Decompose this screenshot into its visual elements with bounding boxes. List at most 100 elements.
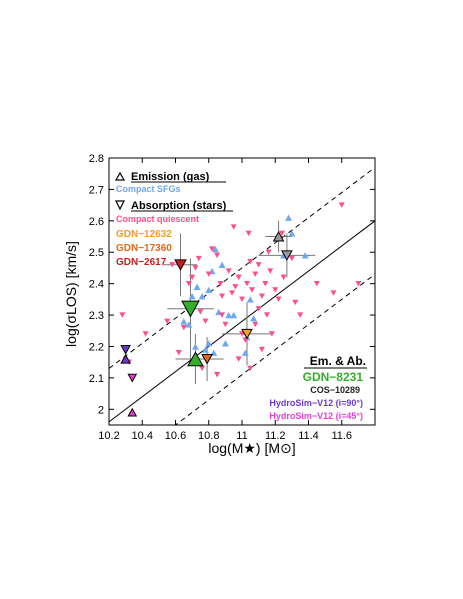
- compact-quiescent-point: [175, 350, 182, 356]
- compact-quiescent-point: [229, 290, 236, 296]
- compact-quiescent-point: [199, 365, 206, 372]
- compact-quiescent-point: [232, 284, 239, 290]
- hydrosim-45-point: [127, 407, 138, 417]
- compact-quiescent-point: [142, 331, 149, 337]
- x-tick-label: 10.6: [165, 430, 186, 442]
- data-points: [119, 202, 362, 378]
- x-tick-label: 11: [236, 430, 247, 442]
- compact-quiescent-point: [230, 224, 237, 230]
- relation-dashed-line: [109, 167, 375, 369]
- x-tick-label: 10.8: [198, 430, 219, 442]
- x-axis-label: log(M★) [M⊙]: [208, 440, 295, 456]
- legend-hydrosim-90: HydroSim−V12 (i=90°): [269, 398, 363, 408]
- compact-quiescent-point: [219, 312, 226, 318]
- compact-quiescent-point: [280, 274, 287, 281]
- compact-quiescent-point: [278, 230, 285, 237]
- compact-sfg-point: [201, 346, 209, 353]
- x-tick-label: 10.4: [132, 430, 153, 442]
- compact-quiescent-point: [248, 287, 255, 293]
- compact-quiescent-point: [235, 356, 242, 362]
- compact-sfg-point: [225, 311, 233, 319]
- axes: 10.2 10.4 10.6 10.8 11 11.2 11.4 11.6 2 2.1 2.2 2.3…: [89, 153, 375, 442]
- compact-quiescent-point: [219, 293, 226, 299]
- compact-quiescent-point: [119, 312, 126, 318]
- compact-quiescent-point: [263, 312, 270, 318]
- compact-quiescent-point: [338, 202, 345, 208]
- compact-quiescent-point: [292, 299, 299, 306]
- compact-quiescent-point: [268, 331, 275, 337]
- gdn-8231-point: [181, 300, 200, 318]
- compact-quiescent-point: [214, 252, 221, 259]
- compact-sfg-point: [188, 293, 196, 300]
- open-triangle-up-icon: [114, 171, 126, 181]
- compact-quiescent-point: [185, 280, 192, 287]
- hydrosim-90-point: [120, 353, 131, 364]
- cos-10289-point: [281, 250, 293, 261]
- compact-sfg-point: [301, 252, 309, 259]
- compact-quiescent-point: [202, 318, 209, 325]
- legend-absorption-header: Absorption (stars): [131, 200, 227, 212]
- compact-quiescent-point: [258, 346, 265, 353]
- compact-sfg-point: [185, 321, 193, 328]
- x-tick-label: 10.2: [98, 430, 119, 442]
- legend-hydrosim-45: HydroSim−V12 (i=45°): [269, 411, 363, 421]
- y-tick-label: 2.2: [89, 341, 104, 353]
- compact-quiescent-point: [272, 287, 279, 293]
- x-tick-label: 11.4: [298, 430, 319, 442]
- compact-quiescent-point: [239, 296, 245, 303]
- compact-quiescent-point: [222, 321, 229, 328]
- x-tick-label: 11.2: [265, 430, 286, 442]
- y-tick-label: 2.5: [89, 247, 104, 259]
- y-tick-label: 2.1: [89, 373, 104, 385]
- compact-sfg-point: [230, 311, 238, 319]
- compact-quiescent-point: [214, 372, 221, 378]
- compact-quiescent-point: [355, 280, 362, 287]
- gdn-2617-point: [174, 259, 187, 271]
- compact-quiescent-point: [275, 296, 282, 303]
- legend-gdn-2617: GDN−2617: [116, 257, 167, 268]
- compact-quiescent-point: [245, 230, 252, 237]
- y-tick-label: 2.3: [89, 310, 104, 322]
- legend-cos-10289: COS−10289: [310, 385, 360, 395]
- compact-sfg-point: [193, 283, 201, 290]
- compact-sfg-point: [285, 214, 293, 221]
- hydrosim-45-point: [127, 373, 138, 383]
- compact-quiescent-point: [205, 271, 212, 277]
- compact-quiescent-point: [195, 255, 202, 262]
- legend-compact-quiescent: Compact quiescent: [116, 214, 199, 224]
- x-tick-label: 11.6: [331, 430, 352, 442]
- compact-quiescent-point: [247, 365, 254, 372]
- compact-sfg-point: [205, 340, 213, 347]
- compact-quiescent-point: [297, 312, 304, 318]
- compact-sfg-point: [191, 343, 199, 350]
- legend-gdn-12632: GDN−12632: [116, 229, 172, 240]
- compact-sfg-point: [211, 245, 219, 253]
- compact-quiescent-point: [164, 318, 171, 325]
- gdn-17360-point: [201, 354, 213, 365]
- legend-emission-header: Emission (gas): [131, 171, 210, 183]
- compact-quiescent-point: [217, 280, 224, 287]
- compact-quiescent-point: [252, 321, 259, 328]
- compact-sfg-point: [241, 349, 249, 356]
- relation-lines: [109, 167, 375, 425]
- relation-dashed-line: [174, 273, 375, 425]
- compact-sfg-point: [205, 286, 213, 294]
- legend-gdn-8231: GDN−8231: [303, 370, 364, 384]
- compact-quiescent-point: [180, 324, 187, 331]
- relation-line: [109, 220, 375, 423]
- compact-quiescent-point: [267, 268, 274, 274]
- highlighted-points: [120, 230, 293, 417]
- compact-sfg-point: [250, 315, 258, 322]
- compact-quiescent-point: [247, 258, 254, 265]
- compact-quiescent-point: [265, 249, 272, 255]
- compact-sfg-point: [180, 318, 188, 325]
- y-tick-label: 2.6: [89, 216, 104, 228]
- compact-sfg-point: [221, 340, 229, 347]
- gdn-12632-point: [241, 328, 253, 340]
- y-tick-label: 2: [98, 404, 104, 416]
- open-triangle-down-icon: [115, 200, 125, 211]
- compact-quiescent-point: [192, 265, 199, 271]
- compact-quiescent-point: [209, 246, 216, 252]
- compact-quiescent-point: [262, 280, 269, 287]
